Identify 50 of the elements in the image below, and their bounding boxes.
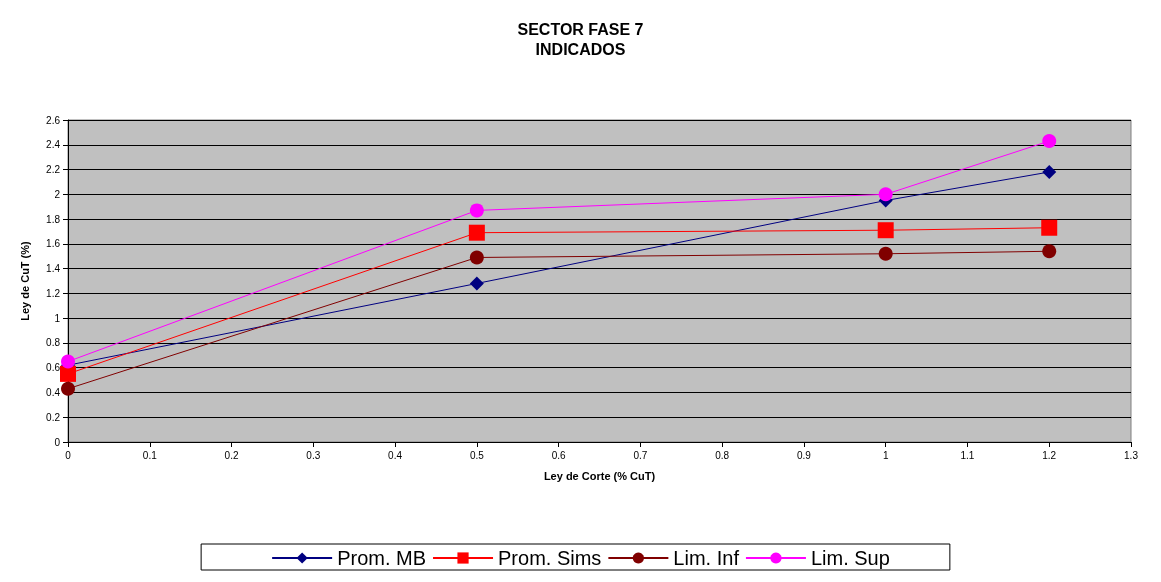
y-tick-label: 1.2 bbox=[46, 287, 61, 299]
point bbox=[469, 203, 484, 218]
point bbox=[469, 250, 484, 265]
point bbox=[1041, 219, 1058, 236]
y-tick-label: 0.6 bbox=[46, 362, 61, 374]
y-tick-label: 1.6 bbox=[46, 238, 61, 250]
x-tick-label: 0.6 bbox=[551, 449, 566, 461]
point bbox=[469, 276, 484, 291]
point bbox=[878, 246, 893, 261]
point bbox=[61, 381, 75, 396]
point bbox=[877, 222, 894, 239]
y-tick-label: 0.2 bbox=[46, 411, 61, 423]
x-tick-label: 1.2 bbox=[1042, 449, 1057, 461]
y-tick-label: 1.4 bbox=[46, 263, 61, 275]
y-tick-label: 0 bbox=[54, 436, 61, 448]
y-tick-label: 0.8 bbox=[46, 337, 61, 349]
legend-label: Prom. Sims bbox=[498, 547, 602, 569]
x-tick-label: 0 bbox=[65, 449, 72, 461]
y-tick-label: 2.2 bbox=[46, 164, 61, 176]
chart-title: SECTOR FASE 7 bbox=[517, 20, 644, 38]
point bbox=[468, 224, 485, 241]
y-tick-label: 2.4 bbox=[46, 139, 61, 151]
y-tick-label: 1 bbox=[54, 312, 61, 324]
y-tick-label: 2 bbox=[54, 188, 61, 200]
point bbox=[1042, 165, 1057, 180]
point bbox=[60, 365, 76, 382]
x-tick-label: 0.9 bbox=[796, 449, 812, 461]
x-tick-label: 0.8 bbox=[715, 449, 730, 461]
x-tick-label: 1.1 bbox=[960, 449, 975, 461]
point bbox=[1042, 244, 1057, 259]
legend-label: Lim. Inf bbox=[673, 547, 740, 569]
point bbox=[1042, 134, 1057, 149]
x-tick-label: 0.1 bbox=[142, 449, 158, 461]
y-axis-title: Ley de CuT (%) bbox=[18, 240, 31, 321]
point bbox=[61, 354, 75, 369]
x-tick-label: 0.4 bbox=[388, 449, 403, 461]
x-tick-label: 0.5 bbox=[469, 449, 485, 461]
x-tick-label: 0.7 bbox=[633, 449, 648, 461]
chart-subtitle: INDICADOS bbox=[535, 40, 626, 58]
x-tick-label: 1 bbox=[882, 449, 889, 461]
x-axis-title: Ley de Corte (% CuT) bbox=[543, 469, 656, 482]
y-tick-label: 2.6 bbox=[46, 114, 61, 126]
legend-label: Prom. MB bbox=[337, 547, 427, 569]
legend-label: Lim. Sup bbox=[810, 547, 890, 569]
y-tick-label: 1.8 bbox=[46, 213, 61, 225]
x-tick-label: 0.2 bbox=[224, 449, 239, 461]
x-tick-label: 0.3 bbox=[306, 449, 321, 461]
y-tick-label: 0.4 bbox=[46, 386, 61, 398]
x-tick-label: 1.3 bbox=[1124, 449, 1139, 461]
point bbox=[878, 187, 893, 202]
